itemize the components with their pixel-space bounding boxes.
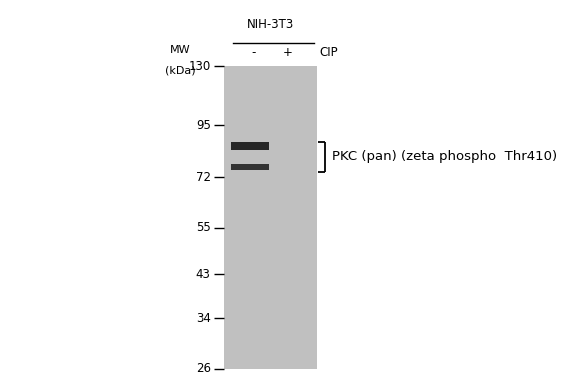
Text: 95: 95 <box>196 119 211 132</box>
Text: 55: 55 <box>196 221 211 234</box>
Text: 34: 34 <box>196 311 211 325</box>
Text: MW: MW <box>170 45 191 55</box>
Text: CIP: CIP <box>320 46 338 59</box>
Text: +: + <box>283 46 293 59</box>
Text: 130: 130 <box>189 60 211 73</box>
Text: 43: 43 <box>196 268 211 280</box>
Text: (kDa): (kDa) <box>165 66 196 76</box>
Text: 72: 72 <box>196 171 211 184</box>
Text: PKC (pan) (zeta phospho  Thr410): PKC (pan) (zeta phospho Thr410) <box>332 150 557 163</box>
Text: 26: 26 <box>196 362 211 375</box>
Text: -: - <box>251 46 255 59</box>
Bar <box>224 66 317 369</box>
Text: NIH-3T3: NIH-3T3 <box>247 18 294 31</box>
Bar <box>231 164 269 170</box>
Bar <box>231 142 269 150</box>
